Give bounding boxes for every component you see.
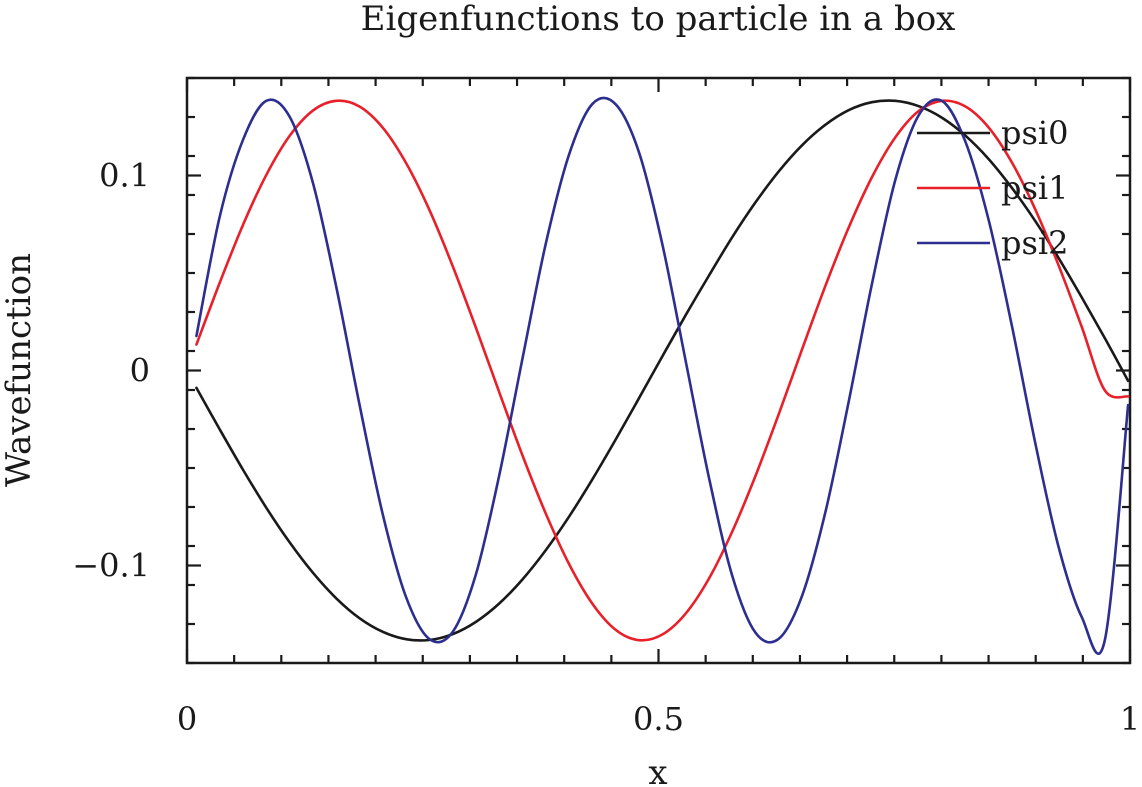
y-tick-label: 0.1 xyxy=(99,157,150,195)
legend-label-psi1: psi1 xyxy=(1001,169,1069,207)
plot-area: −0.1 0 0.1 0 0.5 1 xyxy=(72,76,1140,738)
y-tick-label: 0 xyxy=(130,352,150,390)
legend: psi0 psi1 psi2 xyxy=(917,114,1069,262)
legend-label-psi0: psi0 xyxy=(1001,114,1069,152)
x-tick-label: 0 xyxy=(177,700,197,738)
y-tick-label: −0.1 xyxy=(72,547,150,585)
series-line-psi2 xyxy=(195,96,1130,655)
chart-title: Eigenfunctions to particle in a box xyxy=(361,0,956,39)
plot-frame xyxy=(185,76,1132,665)
x-axis-label: x xyxy=(648,753,667,787)
x-tick-label: 1 xyxy=(1120,700,1140,738)
series-line-psi0 xyxy=(195,99,1130,642)
legend-label-psi2: psi2 xyxy=(1001,224,1069,262)
x-tick-label: 0.5 xyxy=(633,700,684,738)
series-line-psi1 xyxy=(195,99,1130,642)
y-axis-label: Wavefunction xyxy=(0,253,39,487)
